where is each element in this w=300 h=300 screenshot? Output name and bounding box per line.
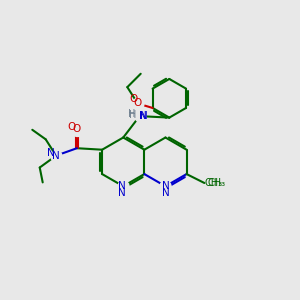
Text: CH₃: CH₃ (205, 178, 223, 188)
Text: N: N (163, 181, 170, 191)
Text: N: N (118, 188, 126, 198)
Text: O: O (73, 124, 81, 134)
Text: N: N (118, 181, 126, 191)
Text: O: O (129, 94, 138, 104)
Text: N: N (163, 188, 170, 198)
Text: N: N (140, 111, 148, 121)
Text: H: H (128, 109, 136, 119)
Text: N: N (139, 111, 147, 121)
Text: N: N (47, 148, 55, 158)
Text: CH₃: CH₃ (208, 178, 226, 188)
Text: N: N (52, 151, 60, 160)
Text: O: O (134, 98, 142, 109)
Text: H: H (129, 110, 137, 120)
Text: O: O (68, 122, 76, 132)
